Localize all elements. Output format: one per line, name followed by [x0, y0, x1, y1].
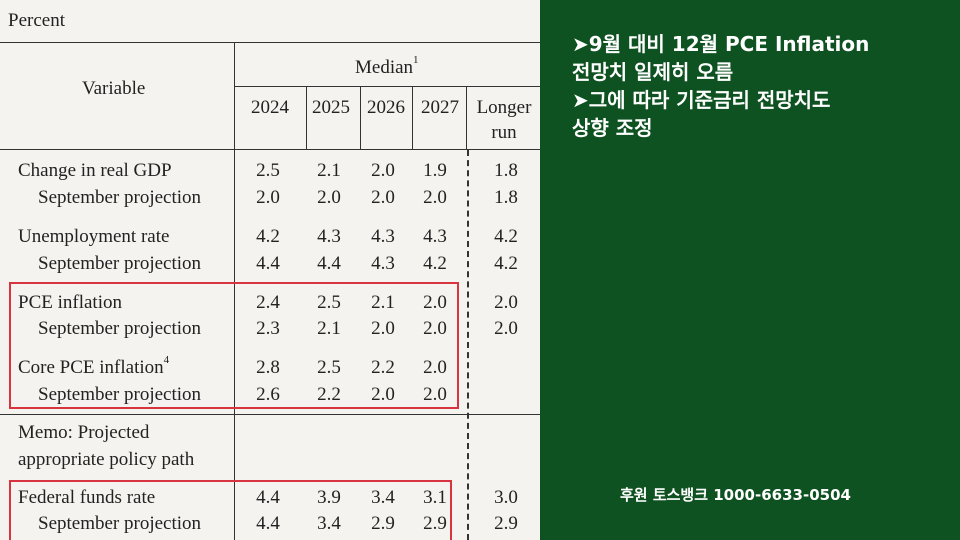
variable-header: Variable — [82, 78, 146, 99]
row-label: September projection — [38, 513, 202, 534]
table-cell: 2.0 — [371, 187, 395, 208]
table-cell: 2.5 — [317, 292, 341, 313]
unit-label: Percent — [8, 10, 65, 31]
note-line: ➤그에 따라 기준금리 전망치도 — [572, 88, 831, 112]
table-cell: 4.4 — [256, 487, 280, 508]
longer-run-cell: 1.8 — [494, 160, 518, 181]
table-cell: 3.1 — [423, 487, 447, 508]
row-label: Core PCE inflation4 — [18, 354, 170, 378]
table-cell: 2.2 — [371, 357, 395, 378]
memo-label-2: appropriate policy path — [18, 449, 195, 470]
median-underline — [235, 86, 540, 87]
row-label: September projection — [38, 318, 202, 339]
table-cell: 2.9 — [423, 513, 447, 534]
fed-funds-highlight-box — [9, 480, 452, 540]
longer-run-cell: 1.8 — [494, 187, 518, 208]
table-cell: 3.9 — [317, 487, 341, 508]
projection-table-image: Percent Variable Median1 2024 2025 2026 … — [0, 0, 540, 540]
row-label: PCE inflation — [18, 292, 122, 313]
year-divider — [466, 87, 467, 149]
row-label: Unemployment rate — [18, 226, 170, 247]
longer-run-header-1: Longer — [476, 97, 532, 118]
row-label: Federal funds rate — [18, 487, 156, 508]
table-cell: 2.8 — [256, 357, 280, 378]
table-cell: 2.5 — [317, 357, 341, 378]
median-header: Median1 — [355, 54, 419, 78]
longer-run-dashed-divider — [467, 150, 469, 540]
longer-run-cell: 2.0 — [494, 318, 518, 339]
sponsor-text: 후원 토스뱅크 1000-6633-0504 — [620, 486, 851, 504]
year-divider — [412, 87, 413, 149]
table-cell: 2.0 — [371, 384, 395, 405]
note-line: 상향 조정 — [572, 116, 653, 140]
year-2024-header: 2024 — [251, 97, 289, 118]
table-cell: 2.6 — [256, 384, 280, 405]
year-2026-header: 2026 — [367, 97, 405, 118]
year-divider — [306, 87, 307, 149]
longer-run-cell: 4.2 — [494, 253, 518, 274]
note-line: 전망치 일제히 오름 — [572, 60, 734, 84]
pce-highlight-box — [9, 282, 459, 409]
table-cell: 4.3 — [371, 253, 395, 274]
memo-label-1: Memo: Projected — [18, 422, 150, 443]
table-cell: 4.3 — [317, 226, 341, 247]
table-cell: 2.0 — [423, 384, 447, 405]
label-column-divider — [234, 42, 235, 540]
table-cell: 2.4 — [256, 292, 280, 313]
table-cell: 2.1 — [317, 318, 341, 339]
table-cell: 4.4 — [256, 253, 280, 274]
table-cell: 2.0 — [256, 187, 280, 208]
longer-run-cell: 3.0 — [494, 487, 518, 508]
note-line: ➤9월 대비 12월 PCE Inflation — [572, 32, 870, 56]
table-cell: 2.0 — [423, 318, 447, 339]
year-divider — [360, 87, 361, 149]
commentary: ➤9월 대비 12월 PCE Inflation 전망치 일제히 오름 ➤그에 … — [572, 30, 942, 142]
table-cell: 2.0 — [423, 292, 447, 313]
table-cell: 4.2 — [256, 226, 280, 247]
header-bottom-rule — [0, 149, 540, 150]
table-cell: 4.4 — [317, 253, 341, 274]
longer-run-cell: 2.9 — [494, 513, 518, 534]
table-cell: 4.4 — [256, 513, 280, 534]
year-2027-header: 2027 — [421, 97, 459, 118]
longer-run-header-2: run — [491, 122, 517, 143]
year-2025-header: 2025 — [312, 97, 350, 118]
memo-top-rule — [0, 414, 540, 415]
table-cell: 2.0 — [423, 187, 447, 208]
table-top-rule — [0, 42, 540, 43]
table-cell: 2.2 — [317, 384, 341, 405]
table-cell: 3.4 — [371, 487, 395, 508]
row-label: Change in real GDP — [18, 160, 172, 181]
longer-run-cell: 4.2 — [494, 226, 518, 247]
table-cell: 2.0 — [371, 318, 395, 339]
table-cell: 2.3 — [256, 318, 280, 339]
table-cell: 2.0 — [371, 160, 395, 181]
table-cell: 4.3 — [423, 226, 447, 247]
row-label: September projection — [38, 187, 202, 208]
table-cell: 3.4 — [317, 513, 341, 534]
table-cell: 2.5 — [256, 160, 280, 181]
table-cell: 2.1 — [317, 160, 341, 181]
table-cell: 1.9 — [423, 160, 447, 181]
table-cell: 4.3 — [371, 226, 395, 247]
longer-run-cell: 2.0 — [494, 292, 518, 313]
table-cell: 4.2 — [423, 253, 447, 274]
table-cell: 2.1 — [371, 292, 395, 313]
row-label: September projection — [38, 253, 202, 274]
table-cell: 2.0 — [423, 357, 447, 378]
table-cell: 2.9 — [371, 513, 395, 534]
table-cell: 2.0 — [317, 187, 341, 208]
row-label: September projection — [38, 384, 202, 405]
